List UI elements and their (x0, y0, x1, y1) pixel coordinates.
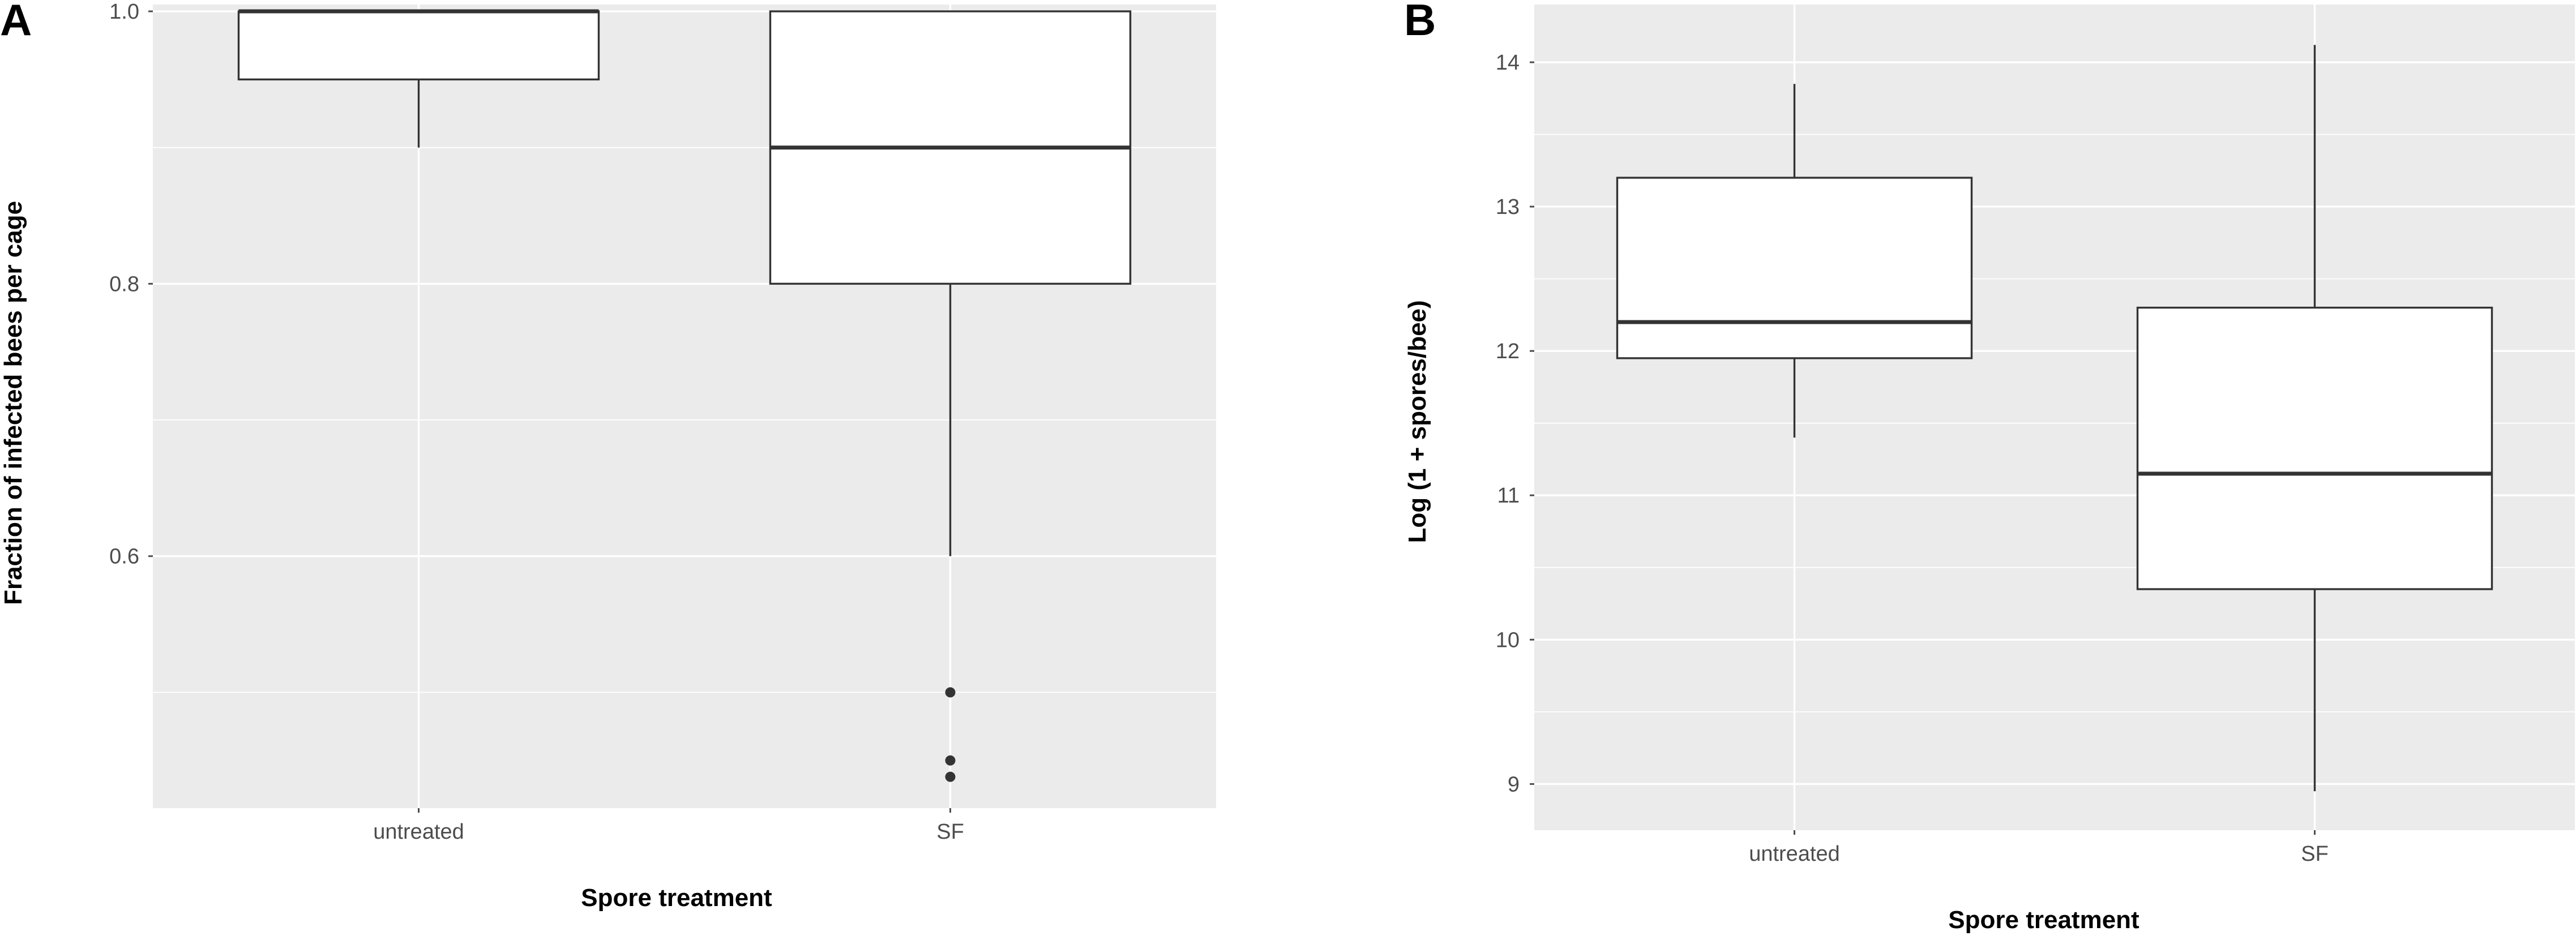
panel-b-box-sf (2136, 45, 2493, 792)
panel-b-box-untreated (1616, 84, 1973, 438)
panel-b-y-tick-label: 14 (1496, 51, 1520, 75)
panel-b-label: B (1404, 0, 1436, 45)
panel-b-y-tick-label: 10 (1496, 628, 1520, 652)
panel-a-box-sf (769, 10, 1132, 782)
panel-b-y-axis-title: Log (1 + spores/bee) (1403, 300, 1431, 543)
panel-a-outlier-point (945, 755, 956, 766)
panel-a-y-tick-label: 1.0 (109, 0, 139, 24)
panel-a-y-tick-label: 0.8 (109, 272, 139, 296)
panel-a-x-tick-label: SF (936, 820, 964, 844)
panel-b-x-tick-label: untreated (1749, 842, 1840, 866)
panel-b-y-tick-label: 13 (1496, 195, 1520, 219)
panel-a-outlier-point (945, 687, 956, 698)
panel-b-iqr-box (1616, 177, 1973, 359)
panel-b-x-axis-title: Spore treatment (1948, 906, 2139, 934)
panel-b-y-tick-label: 9 (1508, 772, 1520, 796)
panel-a-y-tick-label: 0.6 (109, 545, 139, 569)
panel-b-iqr-box (2136, 306, 2493, 590)
panel-a-box-untreated (237, 9, 600, 148)
panel-a-label: A (0, 0, 32, 45)
panel-a-y-axis-title: Fraction of infected bees per cage (0, 201, 27, 605)
panel-b-y-tick-label: 11 (1497, 484, 1520, 508)
panel-b-x-tick-label: SF (2301, 842, 2329, 866)
panel-a-x-tick-label: untreated (373, 820, 464, 844)
panel-a-x-axis-title: Spore treatment (581, 884, 772, 912)
panel-a: A Fraction of infected bees per cage Spo… (0, 0, 1216, 912)
panel-b-y-tick-label: 12 (1496, 340, 1520, 363)
panel-a-outlier-point (945, 771, 956, 782)
panel-b: B Log (1 + spores/bee) Spore treatment 9… (1403, 0, 2575, 934)
panel-a-iqr-box (237, 10, 600, 81)
